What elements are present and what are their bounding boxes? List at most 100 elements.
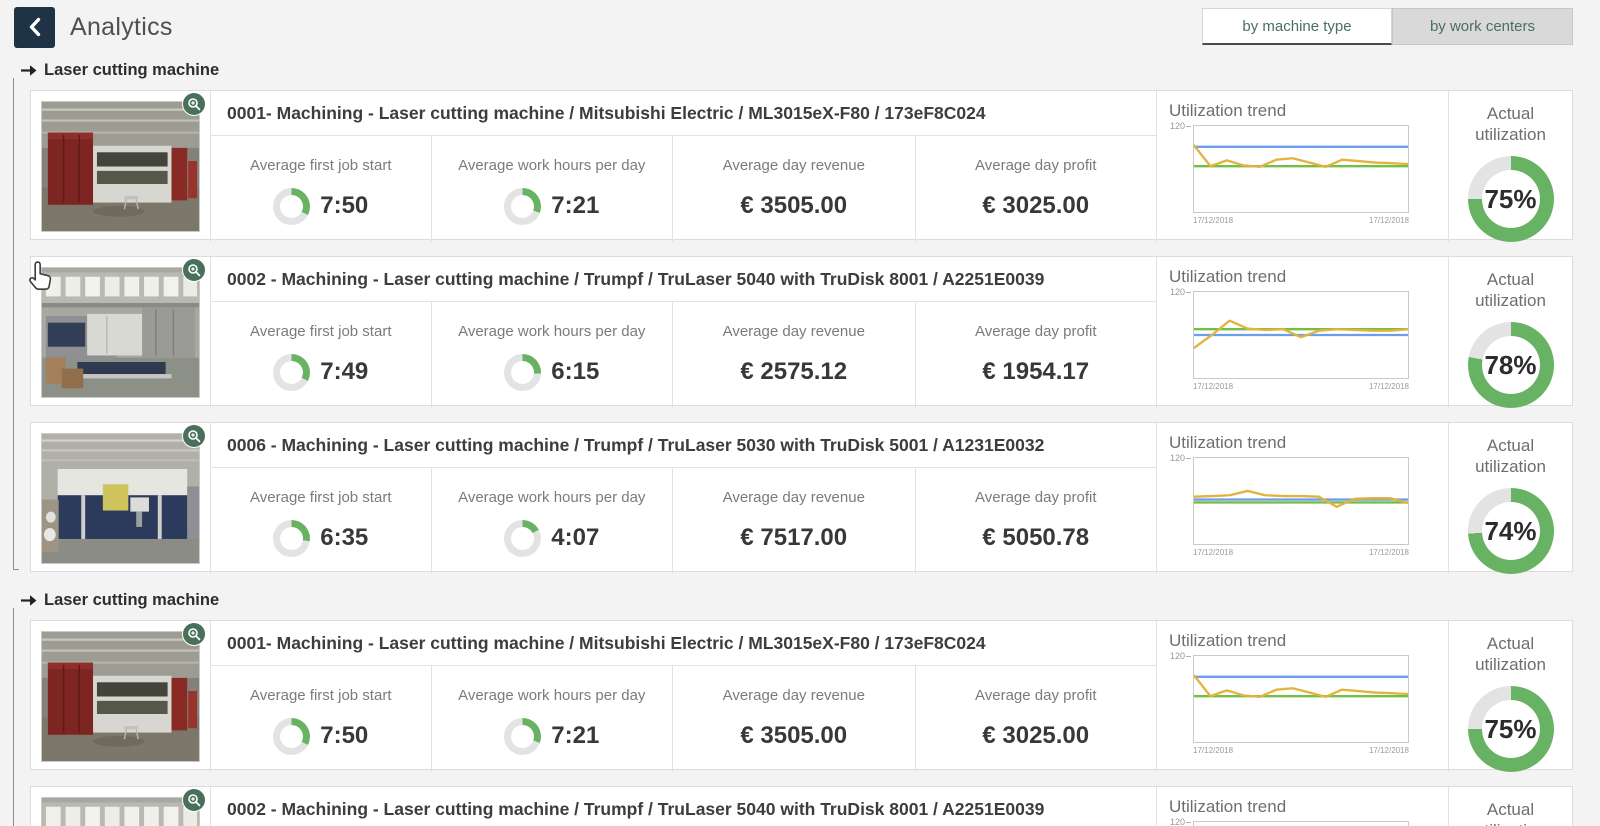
utilization-trend-cell: Utilization trend 120 17/12/2018 17/12/2… <box>1157 423 1448 574</box>
trend-title: Utilization trend <box>1169 267 1287 286</box>
stat-label: Average day revenue <box>722 687 865 704</box>
x-axis-start-label: 17/12/2018 <box>1193 216 1234 225</box>
machine-photo[interactable] <box>41 259 205 398</box>
time-gauge <box>273 717 311 755</box>
machine-type-section: Laser cutting machine <box>13 58 1573 574</box>
back-button[interactable] <box>14 6 55 48</box>
machine-photo-cell <box>31 91 210 242</box>
stat-label: Average work hours per day <box>458 157 646 174</box>
stat-work-hours: Average work hours per day 7:21 <box>430 136 672 242</box>
machine-photo[interactable] <box>41 623 205 762</box>
machine-stats: Average first job start 7:50 Average wor… <box>211 136 1156 242</box>
stat-day-revenue: Average day revenue € 3505.00 <box>672 666 914 772</box>
machine-card: 0002 - Machining - Laser cutting machine… <box>30 256 1573 408</box>
actual-utilization-gauge: 75% <box>1467 686 1554 772</box>
zoom-in-icon[interactable] <box>183 789 205 811</box>
stat-work-hours: Average work hours per day 6:15 <box>430 302 672 408</box>
stat-label: Average first job start <box>250 687 392 704</box>
machine-card: 0001- Machining - Laser cutting machine … <box>30 620 1573 772</box>
stat-value: 7:21 <box>551 192 600 219</box>
stat-day-profit: Average day profit € 5050.78 <box>914 468 1157 574</box>
actual-utilization-gauge: 78% <box>1467 322 1554 408</box>
tab-by-work-centers[interactable]: by work centers <box>1392 8 1573 45</box>
zoom-in-icon[interactable] <box>183 93 205 115</box>
arrow-right-icon <box>21 594 37 606</box>
stat-value: € 3025.00 <box>982 192 1090 219</box>
machine-title: 0006 - Machining - Laser cutting machine… <box>211 423 1156 468</box>
stat-label: Average first job start <box>250 323 392 340</box>
time-gauge <box>504 717 542 755</box>
machine-main-cell: 0002 - Machining - Laser cutting machine… <box>210 787 1157 826</box>
actual-utilization-gauge: 75% <box>1467 156 1554 242</box>
section-header: Laser cutting machine <box>21 588 1573 612</box>
stat-value: 4:07 <box>551 524 600 551</box>
stat-value: € 5050.78 <box>982 524 1090 551</box>
time-gauge <box>504 187 542 225</box>
trend-title: Utilization trend <box>1169 433 1287 452</box>
machine-photo[interactable] <box>41 425 205 564</box>
utilization-trend-cell: Utilization trend 120 17/12/2018 17/12/2… <box>1157 257 1448 408</box>
stat-first-job-start: Average first job start 7:50 <box>211 666 431 772</box>
utilization-trend-cell: Utilization trend 120 17/12/2018 17/12/2… <box>1157 621 1448 772</box>
machine-photo-cell <box>31 787 210 826</box>
actual-utilization-label: Actual utilization <box>1475 634 1546 674</box>
actual-utilization-value: 74% <box>1484 515 1537 546</box>
stat-work-hours: Average work hours per day 4:07 <box>430 468 672 574</box>
machine-photo-cell <box>31 621 210 772</box>
x-axis-end-label: 17/12/2018 <box>1368 548 1409 557</box>
actual-utilization-cell: Actual utilization 78% <box>1448 257 1572 408</box>
stat-value: 7:21 <box>551 722 600 749</box>
utilization-trend-chart <box>1193 821 1409 826</box>
y-axis-max-label: 120 <box>1170 651 1192 661</box>
stat-value: 6:15 <box>551 358 600 385</box>
machine-photo[interactable] <box>41 93 205 232</box>
y-axis-max-label: 120 <box>1170 121 1192 131</box>
stat-value: € 2575.12 <box>740 358 848 385</box>
stat-value: 7:50 <box>320 722 369 749</box>
machine-main-cell: 0001- Machining - Laser cutting machine … <box>210 91 1157 242</box>
stat-value: € 3505.00 <box>740 722 848 749</box>
utilization-trend-chart <box>1193 655 1409 743</box>
time-gauge <box>504 519 542 557</box>
stat-day-revenue: Average day revenue € 3505.00 <box>672 136 914 242</box>
stat-work-hours: Average work hours per day 7:21 <box>430 666 672 772</box>
stat-value: 6:35 <box>320 524 369 551</box>
machine-photo-cell <box>31 423 210 574</box>
zoom-in-icon[interactable] <box>183 259 205 281</box>
machine-main-cell: 0001- Machining - Laser cutting machine … <box>210 621 1157 772</box>
analytics-content: Laser cutting machine <box>13 58 1573 826</box>
stat-value: 7:50 <box>320 192 369 219</box>
actual-utilization-gauge: 74% <box>1467 488 1554 574</box>
stat-first-job-start: Average first job start 7:50 <box>211 136 431 242</box>
x-axis-end-label: 17/12/2018 <box>1368 382 1409 391</box>
machine-type-section: Laser cutting machine <box>13 588 1573 826</box>
actual-utilization-label: Actual utilization <box>1475 104 1546 144</box>
stat-first-job-start: Average first job start 6:35 <box>211 468 431 574</box>
actual-utilization-cell: Actual utilization 75% <box>1448 621 1572 772</box>
x-axis-start-label: 17/12/2018 <box>1193 548 1234 557</box>
machine-stats: Average first job start 7:50 Average wor… <box>211 666 1156 772</box>
stat-label: Average day revenue <box>722 489 865 506</box>
zoom-in-icon[interactable] <box>183 623 205 645</box>
trend-title: Utilization trend <box>1169 797 1287 816</box>
zoom-in-icon[interactable] <box>183 425 205 447</box>
actual-utilization-cell: Actual utilization 78% <box>1448 787 1572 826</box>
machine-title: 0001- Machining - Laser cutting machine … <box>211 91 1156 136</box>
stat-value: € 3025.00 <box>982 722 1090 749</box>
arrow-right-icon <box>21 64 37 76</box>
x-axis-end-label: 17/12/2018 <box>1368 746 1409 755</box>
machine-stats: Average first job start 6:35 Average wor… <box>211 468 1156 574</box>
machine-main-cell: 0002 - Machining - Laser cutting machine… <box>210 257 1157 408</box>
utilization-trend-chart <box>1193 125 1409 213</box>
top-bar: Analytics by machine type by work center… <box>0 0 1600 54</box>
stat-label: Average day revenue <box>722 157 865 174</box>
utilization-trend-chart <box>1193 291 1409 379</box>
tab-by-machine-type[interactable]: by machine type <box>1202 8 1392 45</box>
time-gauge <box>273 187 311 225</box>
stat-label: Average day revenue <box>722 323 865 340</box>
machine-photo[interactable] <box>41 789 205 826</box>
machine-title: 0002 - Machining - Laser cutting machine… <box>211 787 1156 826</box>
view-switcher: by machine type by work centers <box>1202 8 1573 45</box>
time-gauge <box>273 353 311 391</box>
actual-utilization-value: 78% <box>1484 349 1537 380</box>
